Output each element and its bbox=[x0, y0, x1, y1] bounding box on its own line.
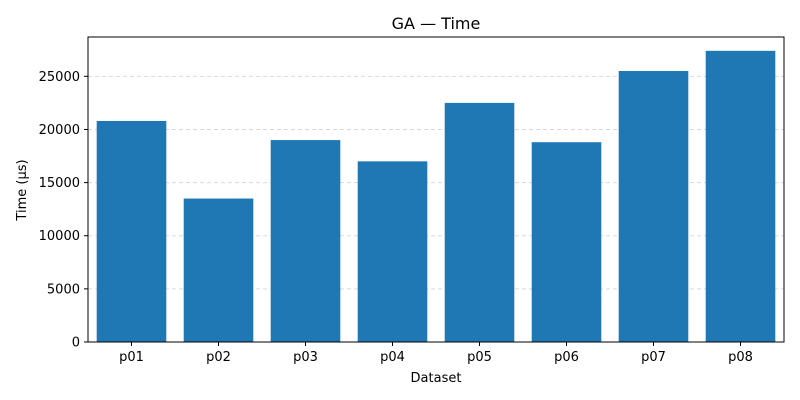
bar-p04 bbox=[357, 161, 428, 342]
x-tick-label: p06 bbox=[554, 350, 579, 365]
bar-p07 bbox=[618, 71, 689, 343]
x-tick-label: p01 bbox=[119, 350, 144, 365]
y-tick-label: 25000 bbox=[39, 70, 80, 85]
x-tick-label: p04 bbox=[380, 350, 405, 365]
y-tick-label: 10000 bbox=[39, 229, 80, 244]
bar-p08 bbox=[705, 50, 776, 342]
x-tick-label: p07 bbox=[641, 350, 666, 365]
y-tick-label: 5000 bbox=[47, 282, 80, 297]
x-tick-label: p02 bbox=[206, 350, 231, 365]
x-axis: p01 p02 p03 p04 p05 p06 p07 p08 bbox=[119, 342, 753, 365]
bars bbox=[96, 50, 776, 343]
y-axis: 0 5000 10000 15000 20000 25000 bbox=[39, 70, 88, 351]
x-tick-label: p05 bbox=[467, 350, 492, 365]
x-tick-label: p03 bbox=[293, 350, 318, 365]
bar-p02 bbox=[183, 198, 254, 342]
x-tick-label: p08 bbox=[728, 350, 753, 365]
y-axis-label: Time (µs) bbox=[15, 159, 30, 221]
y-tick-label: 15000 bbox=[39, 176, 80, 191]
bar-p06 bbox=[531, 142, 602, 342]
y-tick-label: 0 bbox=[72, 336, 80, 351]
plot-frame bbox=[87, 36, 785, 343]
bar-p03 bbox=[270, 140, 341, 342]
x-axis-label: Dataset bbox=[411, 371, 462, 386]
bar-p01 bbox=[96, 120, 167, 342]
chart-title: GA — Time bbox=[392, 14, 481, 33]
bar-p05 bbox=[444, 102, 515, 342]
y-tick-label: 20000 bbox=[39, 123, 80, 138]
